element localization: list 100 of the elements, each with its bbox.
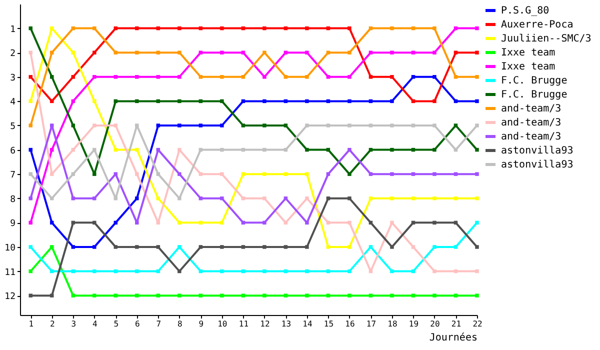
point [305,50,309,54]
point [411,245,416,249]
point [368,172,373,176]
point [28,75,32,79]
point [348,26,352,30]
point [220,50,224,54]
point [262,124,266,128]
point [305,124,309,128]
point [135,99,139,104]
point [432,172,436,176]
point [28,124,32,128]
point [50,245,54,249]
point [71,50,76,54]
y-tick-label: 6 [10,146,16,156]
point [454,245,458,249]
point [135,50,139,54]
legend-label: astonvilla93 [501,160,574,170]
point [348,196,352,200]
point [28,172,32,176]
point [368,75,373,79]
point [475,172,479,176]
point [348,294,352,298]
point [178,172,182,176]
point [156,294,160,298]
point [284,75,288,79]
point [262,172,266,176]
point [178,148,182,152]
x-tick-label: 9 [198,320,204,328]
x-tick-label: 19 [408,320,419,328]
point [50,220,54,225]
point [390,99,394,104]
x-tick-label: 11 [238,320,249,328]
point [135,220,139,225]
point [262,294,266,298]
point [454,294,458,298]
point [92,148,96,152]
legend-label: Ixxe team [501,62,556,72]
point [432,75,436,79]
point [135,196,139,200]
point [92,50,96,54]
point [262,269,266,274]
point [326,172,330,176]
point [475,26,479,30]
point [241,124,246,128]
point [198,294,203,298]
point [50,50,54,54]
point [50,26,54,30]
point [454,124,458,128]
x-tick-label: 3 [71,320,76,328]
y-tick-label: 5 [10,122,16,132]
point [178,245,182,249]
point [432,148,436,152]
point [454,50,458,54]
point [475,245,479,249]
point [156,245,160,249]
point [178,99,182,104]
point [262,245,266,249]
point [390,26,394,30]
legend-label: astonvilla93 [501,146,574,156]
x-tick-label: 8 [178,320,183,328]
point [284,294,288,298]
point [220,245,224,249]
point [50,269,54,274]
point [92,245,96,249]
point [390,124,394,128]
point [156,50,160,54]
point [348,269,352,274]
point [432,50,436,54]
line-series [28,124,479,200]
point [135,294,139,298]
point [432,26,436,30]
y-tick-label: 4 [10,98,16,108]
point [50,196,54,200]
point [50,172,54,176]
point [411,50,416,54]
y-tick-label: 12 [4,292,16,302]
point [50,75,54,79]
point [390,172,394,176]
point [305,75,309,79]
point [156,172,160,176]
point [390,220,394,225]
point [432,245,436,249]
point [220,99,224,104]
point [348,172,352,176]
x-tick-label: 7 [156,320,162,328]
point [220,75,224,79]
point [198,75,203,79]
point [50,148,54,152]
point [135,26,139,30]
point [114,245,118,249]
point [92,269,96,274]
point [284,124,288,128]
legend-label: and-team/3 [501,104,562,114]
point [326,124,330,128]
point [368,124,373,128]
point [241,75,246,79]
point [198,245,203,249]
point [305,220,309,225]
point [475,269,479,274]
x-tick-label: 15 [324,320,334,328]
